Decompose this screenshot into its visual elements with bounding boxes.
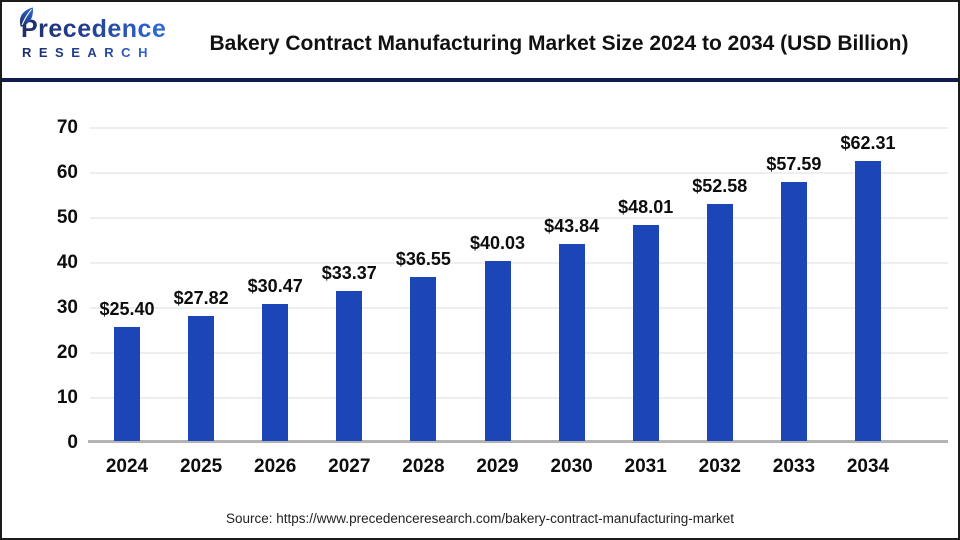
y-tick-label-30: 30: [56, 297, 78, 318]
value-label-2025: $27.82: [173, 288, 229, 308]
bar-2028: [410, 277, 437, 441]
value-label-2024: $25.40: [99, 299, 155, 319]
bar-2026: [262, 304, 289, 441]
header: Precedence RESEARCH Bakery Contract Manu…: [2, 2, 958, 82]
value-label-2028: $36.55: [395, 249, 451, 269]
bar-2029: [484, 261, 511, 441]
x-tick-label-2028: 2028: [402, 456, 445, 477]
value-label-2032: $52.58: [692, 176, 748, 196]
x-tick-label-2032: 2032: [698, 456, 741, 477]
x-tick-label-2024: 2024: [105, 456, 149, 477]
bar-2027: [336, 291, 363, 441]
logo-wordmark: Precedence: [19, 7, 166, 44]
y-tick-label-10: 10: [56, 387, 78, 408]
bar-2024: [114, 327, 140, 441]
gridline-50: [90, 217, 948, 219]
value-label-2031: $48.01: [618, 197, 674, 217]
bar-2034: [855, 161, 881, 441]
leaf-icon: [14, 4, 41, 37]
x-tick-label-2030: 2030: [550, 456, 593, 477]
gridline-20: [90, 352, 948, 354]
source-text: Source: https://www.precedenceresearch.c…: [226, 511, 734, 526]
value-label-2029: $40.03: [469, 233, 526, 253]
y-tick-label-60: 60: [56, 162, 78, 183]
x-tick-label-2027: 2027: [328, 456, 371, 477]
x-axis-line: [88, 440, 948, 443]
precedence-research-logo: Precedence RESEARCH: [19, 7, 180, 62]
gridline-70: [90, 127, 948, 129]
x-tick-label-2025: 2025: [179, 456, 223, 477]
value-label-2026: $30.47: [247, 276, 303, 296]
value-label-2033: $57.59: [766, 154, 822, 174]
x-tick-label-2033: 2033: [772, 456, 816, 477]
y-tick-label-70: 70: [56, 117, 78, 138]
value-label-2027: $33.37: [321, 263, 377, 283]
y-tick-label-0: 0: [67, 432, 78, 453]
x-tick-label-2031: 2031: [624, 456, 667, 477]
x-tick-label-2029: 2029: [476, 456, 519, 477]
bar-2033: [780, 182, 807, 441]
gridline-40: [90, 262, 948, 264]
gridline-60: [90, 172, 948, 174]
y-tick-label-40: 40: [56, 252, 78, 273]
value-label-2030: $43.84: [544, 216, 600, 236]
gridline-30: [90, 307, 948, 309]
x-tick-label-2026: 2026: [254, 456, 297, 477]
value-label-2034: $62.31: [840, 133, 896, 153]
y-tick-label-50: 50: [56, 207, 78, 228]
bar-2032: [706, 204, 733, 441]
bar-2031: [632, 225, 659, 441]
x-tick-label-2034: 2034: [846, 456, 890, 477]
logo-text-research: RESEARCH: [22, 45, 155, 60]
bar-2025: [188, 316, 215, 441]
bar-2030: [558, 244, 585, 441]
y-tick-label-20: 20: [56, 342, 78, 363]
gridline-10: [90, 397, 948, 399]
page-title: Bakery Contract Manufacturing Market Siz…: [209, 32, 909, 55]
